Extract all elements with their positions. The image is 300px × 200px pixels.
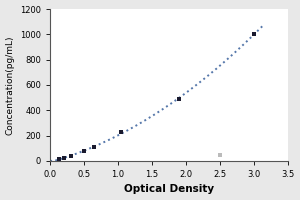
X-axis label: Optical Density: Optical Density [124, 184, 214, 194]
Y-axis label: Concentration(pg/mL): Concentration(pg/mL) [6, 35, 15, 135]
